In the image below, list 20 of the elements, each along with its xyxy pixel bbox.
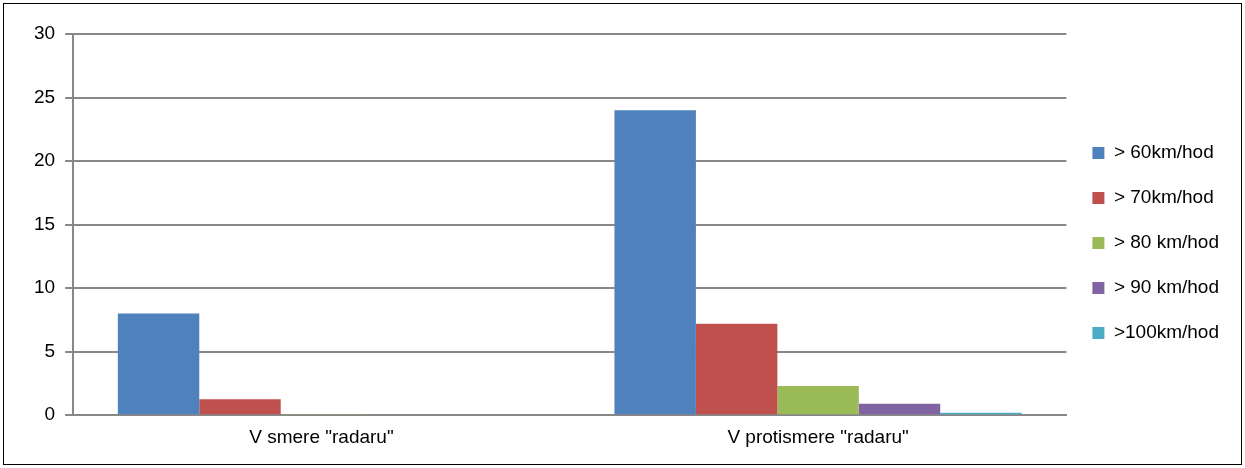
y-tick-label: 15 bbox=[33, 212, 56, 234]
y-tick-label: 20 bbox=[33, 149, 56, 171]
bar bbox=[117, 313, 200, 415]
bar bbox=[199, 399, 281, 415]
y-tick-label: 25 bbox=[33, 85, 56, 107]
legend-label: >100km/hod bbox=[1113, 321, 1220, 343]
bar bbox=[858, 403, 941, 415]
y-tick-label: 0 bbox=[44, 403, 56, 425]
bar bbox=[695, 323, 778, 415]
y-tick-label: 5 bbox=[44, 339, 56, 361]
y-tick-label: 10 bbox=[33, 276, 56, 298]
x-tick-label: V protismere "radaru" bbox=[727, 425, 909, 447]
legend-label: > 80 km/hod bbox=[1113, 231, 1219, 253]
legend-label: > 60km/hod bbox=[1113, 141, 1214, 163]
bar bbox=[614, 110, 696, 415]
bar bbox=[777, 385, 859, 415]
legend-label: > 70km/hod bbox=[1113, 186, 1214, 208]
legend-label: > 90 km/hod bbox=[1113, 276, 1219, 298]
x-tick-label: V smere "radaru" bbox=[249, 425, 394, 447]
y-tick-label: 30 bbox=[33, 22, 56, 44]
